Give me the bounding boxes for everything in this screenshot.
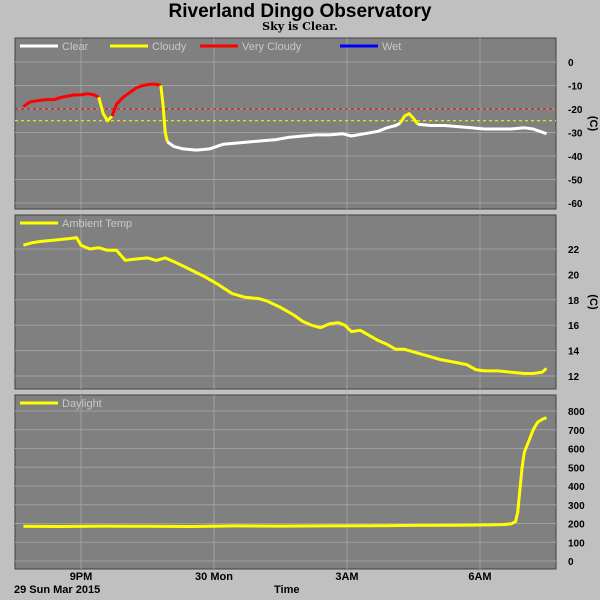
y-axis-label: (C) <box>587 294 599 310</box>
series-line-ambient-temp <box>22 236 548 375</box>
y-tick-label: 600 <box>568 445 585 456</box>
page-title: Riverland Dingo Observatory <box>168 1 432 22</box>
y-tick-label: -40 <box>568 152 583 163</box>
legend-label: Clear <box>62 41 89 53</box>
series-line-daylight <box>23 416 548 528</box>
chart-panel-2: 22 20 18 16 14 12 (C) Ambient Temp <box>14 214 599 390</box>
legend-label: Very Cloudy <box>242 41 302 53</box>
y-tick-label: -20 <box>568 105 583 116</box>
legend-label: Cloudy <box>152 41 187 53</box>
y-tick-label: -50 <box>568 176 583 187</box>
y-tick-label: 800 <box>568 407 585 418</box>
y-tick-label: 14 <box>568 347 580 358</box>
series-line-clear <box>417 122 547 136</box>
chart-panel-1: 0 -10 -20 -30 -40 -50 -60 (C) Clear Cloudy Very Cl… <box>14 37 599 210</box>
y-tick-label: -30 <box>568 129 583 140</box>
y-tick-label: 100 <box>568 538 585 549</box>
series-line-very-cloudy <box>110 82 162 117</box>
legend-label: Daylight <box>62 398 102 410</box>
series-line-cloudy <box>398 112 420 126</box>
y-tick-label: 18 <box>568 296 580 307</box>
series-line-cloudy <box>97 96 114 123</box>
y-tick-label: -60 <box>568 199 583 210</box>
legend-label: Wet <box>382 41 401 53</box>
plot-area <box>14 394 557 570</box>
y-tick-label: 16 <box>568 321 580 332</box>
y-tick-label: 0 <box>568 58 574 69</box>
y-tick-label: 300 <box>568 501 585 512</box>
chart-panel-3: 800 700 600 500 400 300 200 100 0 Daylight <box>14 394 585 570</box>
y-tick-label: -10 <box>568 82 583 93</box>
date-label: 29 Sun Mar 2015 <box>14 584 101 596</box>
y-tick-label: 400 <box>568 482 585 493</box>
series-line-cloudy <box>159 85 169 143</box>
x-tick-label: 6AM <box>468 571 491 583</box>
y-tick-label: 700 <box>568 426 585 437</box>
plot-area <box>14 37 557 210</box>
y-tick-label: 200 <box>568 520 585 531</box>
x-tick-label: 3AM <box>335 571 358 583</box>
series-line-very-cloudy <box>22 92 100 108</box>
legend-label: Ambient Temp <box>62 218 132 230</box>
y-tick-label: 22 <box>568 245 580 256</box>
y-tick-label: 500 <box>568 463 585 474</box>
series-line-clear <box>166 121 401 152</box>
y-tick-label: 0 <box>568 557 574 568</box>
y-tick-label: 12 <box>568 372 580 383</box>
y-axis-label: (C) <box>587 116 599 132</box>
x-tick-label: 30 Mon <box>195 571 233 583</box>
x-tick-label: 9PM <box>70 571 93 583</box>
sky-status: Sky is Clear. <box>262 20 338 33</box>
y-tick-label: 20 <box>568 270 580 281</box>
x-axis-title: Time <box>274 584 300 596</box>
plot-area <box>14 214 557 390</box>
